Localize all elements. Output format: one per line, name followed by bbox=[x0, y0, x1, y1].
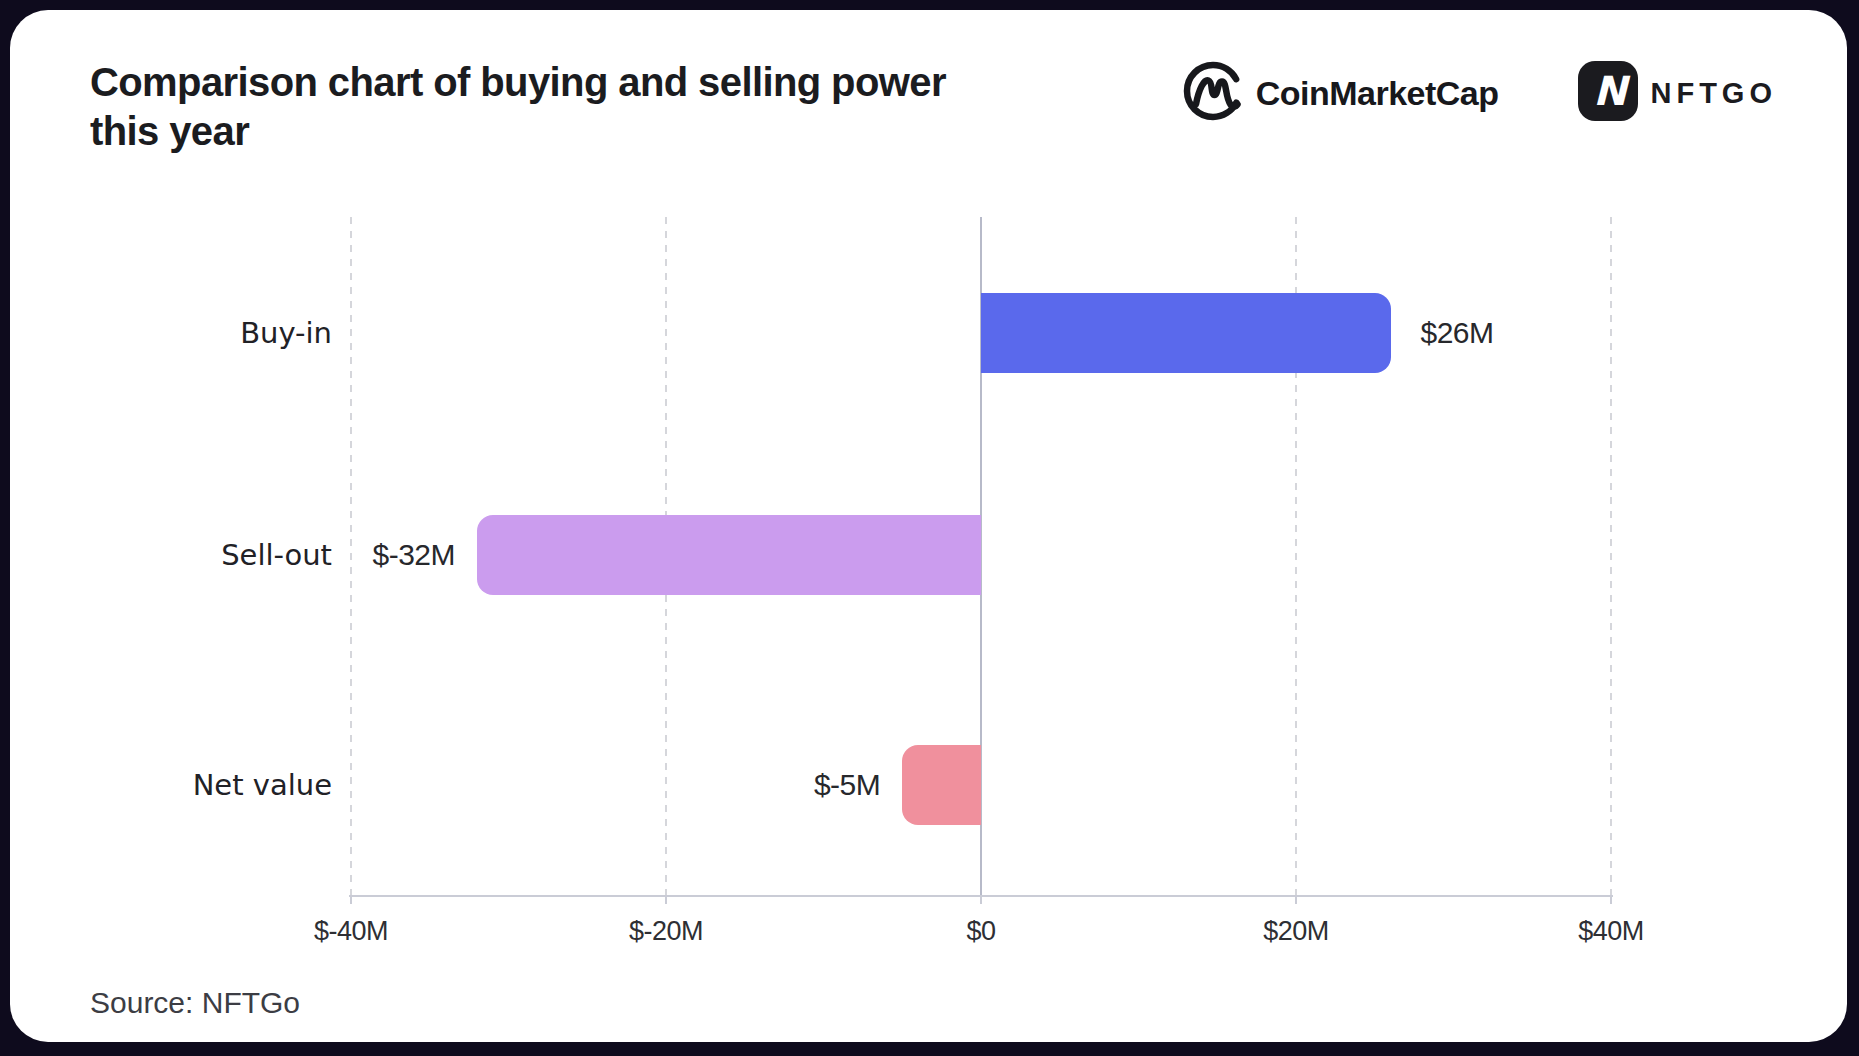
category-label: Buy-in bbox=[240, 316, 332, 350]
category-label: Sell-out bbox=[221, 538, 332, 572]
bar-sell-out bbox=[477, 515, 981, 595]
zero-gridline bbox=[980, 217, 982, 895]
svg-text:N: N bbox=[1593, 68, 1631, 114]
x-tick-label: $-40M bbox=[314, 916, 388, 947]
gridline bbox=[1610, 217, 1612, 895]
x-tick-label: $-20M bbox=[629, 916, 703, 947]
x-tick-label: $20M bbox=[1263, 916, 1329, 947]
page-title: Comparison chart of buying and selling p… bbox=[90, 58, 970, 156]
source-caption: Source: NFTGo bbox=[90, 986, 300, 1020]
value-label: $-5M bbox=[814, 768, 880, 802]
axis-tick bbox=[980, 895, 982, 904]
axis-tick bbox=[665, 895, 667, 904]
coinmarketcap-wordmark: CoinMarketCap bbox=[1256, 74, 1499, 113]
x-axis-line bbox=[349, 895, 1613, 897]
nftgo-wordmark: NFTGO bbox=[1651, 77, 1778, 110]
x-tick-label: $40M bbox=[1578, 916, 1644, 947]
axis-tick bbox=[1295, 895, 1297, 904]
axis-tick bbox=[1610, 895, 1612, 904]
value-label: $26M bbox=[1421, 316, 1494, 350]
category-label: Net value bbox=[193, 768, 332, 802]
logo-row: CoinMarketCap N NFTGO bbox=[1182, 60, 1777, 126]
bar-net-value bbox=[902, 745, 981, 825]
gridline bbox=[665, 217, 667, 895]
axis-tick bbox=[350, 895, 352, 904]
coinmarketcap-logo: CoinMarketCap bbox=[1182, 60, 1499, 126]
nftgo-icon: N bbox=[1577, 60, 1639, 126]
x-tick-label: $0 bbox=[966, 916, 995, 947]
bar-chart: $-40M $-20M $0 $20M $40M Buy-in $26M Sell-out $-… bbox=[10, 10, 1847, 1042]
gridline bbox=[1295, 217, 1297, 895]
bar-buy-in bbox=[981, 293, 1391, 373]
gridline bbox=[350, 217, 352, 895]
value-label: $-32M bbox=[372, 538, 455, 572]
nftgo-logo: N NFTGO bbox=[1577, 60, 1778, 126]
chart-card: Comparison chart of buying and selling p… bbox=[10, 10, 1847, 1042]
coinmarketcap-icon bbox=[1182, 60, 1244, 126]
